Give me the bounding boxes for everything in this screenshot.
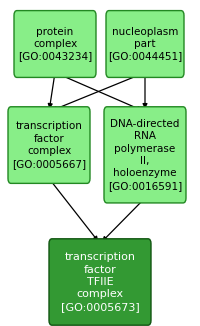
FancyBboxPatch shape xyxy=(49,239,151,325)
Text: transcription
factor
TFIIE
complex
[GO:0005673]: transcription factor TFIIE complex [GO:0… xyxy=(61,252,139,312)
Text: protein
complex
[GO:0043234]: protein complex [GO:0043234] xyxy=(18,27,92,61)
Text: DNA-directed
RNA
polymerase
II,
holoenzyme
[GO:0016591]: DNA-directed RNA polymerase II, holoenzy… xyxy=(108,119,182,191)
FancyBboxPatch shape xyxy=(106,11,184,78)
Text: nucleoplasm
part
[GO:0044451]: nucleoplasm part [GO:0044451] xyxy=(108,27,182,61)
FancyBboxPatch shape xyxy=(14,11,96,78)
FancyBboxPatch shape xyxy=(8,107,90,183)
FancyBboxPatch shape xyxy=(104,107,186,203)
Text: transcription
factor
complex
[GO:0005667]: transcription factor complex [GO:0005667… xyxy=(12,122,86,169)
